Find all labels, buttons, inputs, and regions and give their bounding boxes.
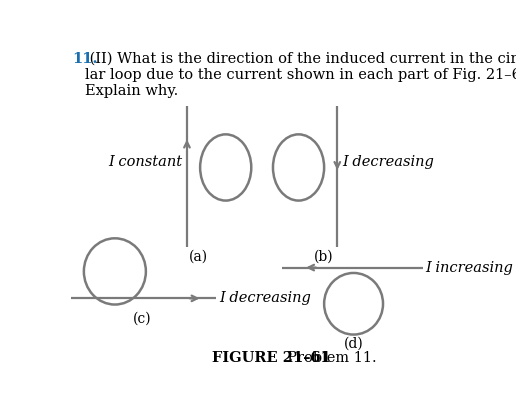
Text: (II) What is the direction of the induced current in the circu-
lar loop due to : (II) What is the direction of the induce… [86,52,516,98]
Text: I constant: I constant [108,155,182,169]
Text: (a): (a) [189,250,208,264]
Text: I decreasing: I decreasing [342,155,434,169]
Text: (c): (c) [133,312,151,326]
Text: FIGURE 21–61: FIGURE 21–61 [212,351,331,365]
Text: I decreasing: I decreasing [219,292,311,306]
Text: Problem 11.: Problem 11. [279,351,377,365]
Text: I increasing: I increasing [426,261,513,275]
Text: 11.: 11. [72,52,98,66]
Text: (d): (d) [344,337,363,351]
Text: (b): (b) [314,250,333,264]
